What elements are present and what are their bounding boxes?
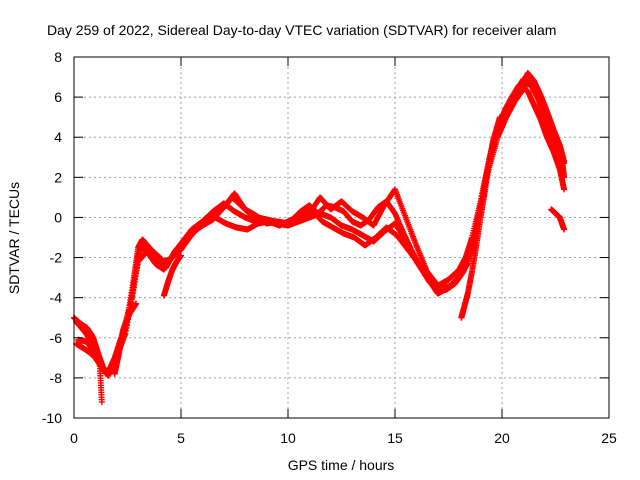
y-tick-label: 8 <box>54 49 62 65</box>
y-tick-label: -10 <box>42 410 62 426</box>
x-tick-label: 0 <box>70 430 78 446</box>
plot-frame <box>73 56 610 419</box>
grid <box>74 57 609 418</box>
x-axis-label: GPS time / hours <box>288 457 395 473</box>
series-track-9 <box>548 206 568 233</box>
series-track-2 <box>73 82 568 375</box>
data-point <box>561 158 568 165</box>
y-axis-label: SDTVAR / TECUs <box>6 182 22 294</box>
x-tick-label: 10 <box>280 430 296 446</box>
x-tick-label: 25 <box>601 430 617 446</box>
y-tick-label: -2 <box>50 250 63 266</box>
data-layer <box>71 70 568 405</box>
y-tick-label: 6 <box>54 89 62 105</box>
x-tick-label: 15 <box>387 430 403 446</box>
ticks <box>73 56 610 419</box>
y-tick-label: -8 <box>50 370 63 386</box>
chart-title: Day 259 of 2022, Sidereal Day-to-day VTE… <box>47 22 556 38</box>
y-tick-label: -4 <box>50 290 63 306</box>
y-tick-label: -6 <box>50 330 63 346</box>
series-track-4 <box>75 70 568 379</box>
y-tick-label: 4 <box>54 129 62 145</box>
y-tick-labels: -10 -8 -6 -4 -2 0 2 4 6 8 <box>42 49 62 426</box>
x-tick-labels: 0 5 10 15 20 25 <box>70 430 617 446</box>
data-point <box>561 186 568 193</box>
series-track-3 <box>73 76 568 377</box>
y-tick-label: 0 <box>54 209 62 225</box>
series-track-1 <box>71 76 568 377</box>
series-track-5 <box>88 330 105 405</box>
x-tick-label: 20 <box>494 430 510 446</box>
x-tick-label: 5 <box>177 430 185 446</box>
y-tick-label: 2 <box>54 169 62 185</box>
